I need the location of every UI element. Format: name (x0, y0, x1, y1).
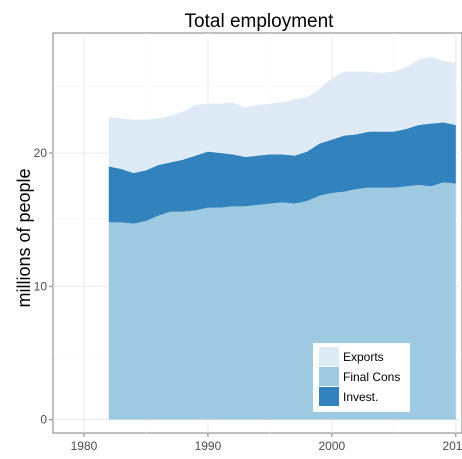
legend-label-exports: Exports (343, 350, 384, 364)
legend-label-final-cons: Final Cons (343, 370, 400, 384)
y-tick-label: 0 (40, 413, 47, 427)
y-axis-label: millions of people (14, 168, 34, 307)
area-exports (108, 57, 456, 173)
legend-swatch-invest (319, 387, 339, 406)
x-tick-label: 2000 (319, 439, 346, 453)
area-invest (108, 122, 456, 224)
legend-label-invest: Invest. (343, 390, 378, 404)
legend-swatch-exports (319, 347, 339, 366)
legend-swatch-final-cons (319, 367, 339, 386)
chart-title: Total employment (185, 11, 335, 32)
y-tick-label: 10 (34, 279, 48, 293)
x-tick-label: 1990 (195, 439, 222, 453)
legend: Exports Final Cons Invest. (313, 343, 410, 412)
y-tick-label: 20 (34, 146, 48, 160)
x-tick-label: 1980 (71, 439, 98, 453)
